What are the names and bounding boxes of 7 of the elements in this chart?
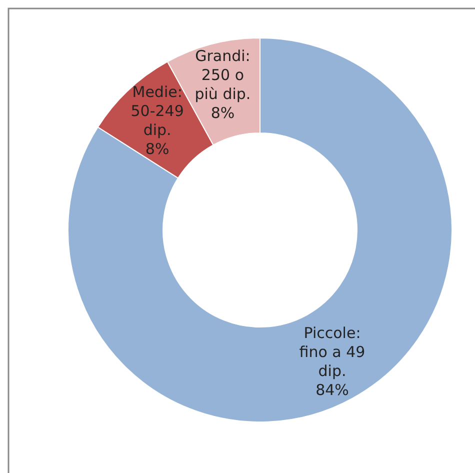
- data-label: 84%: [316, 380, 349, 399]
- donut-slice: [68, 38, 452, 422]
- slice-label: Piccole: fino a 49 dip.: [299, 324, 366, 380]
- slice-label: Grandi: 250 o più dip.: [194, 47, 251, 104]
- slice-label: Medie: 50-249 dip.: [130, 83, 184, 140]
- data-label: 8%: [145, 140, 170, 158]
- data-label: 8%: [210, 104, 235, 122]
